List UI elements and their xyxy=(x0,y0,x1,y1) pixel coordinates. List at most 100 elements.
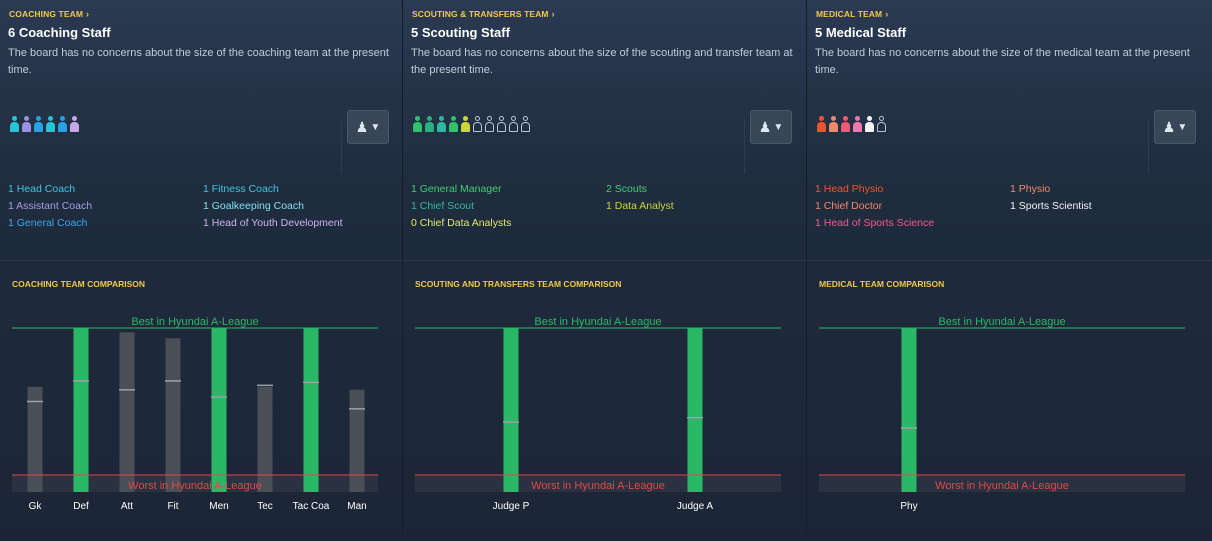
board-comment: The board has no concerns about the size… xyxy=(815,47,1190,76)
comparison-title: COACHING TEAM COMPARISON xyxy=(12,279,146,289)
comparison-chart: Phy Best in Hyundai A-League Worst in Hyun… xyxy=(819,312,1185,517)
panel-title: 5 Scouting Staff xyxy=(411,25,510,40)
bar-men xyxy=(211,328,227,492)
person-icon xyxy=(829,116,838,134)
x-tick-label: Judge A xyxy=(677,501,713,512)
medical-panel: MEDICAL TEAM › 5 Medical Staff The board … xyxy=(807,0,1212,533)
person-icon xyxy=(461,116,470,134)
staff-role-count[interactable]: 1 General Coach xyxy=(8,217,88,229)
person-icon xyxy=(449,116,458,134)
divider xyxy=(0,260,402,261)
bar-gk xyxy=(27,386,43,492)
x-tick-label: Man xyxy=(347,501,366,512)
staff-people-icons xyxy=(413,116,530,134)
panel-title: 5 Medical Staff xyxy=(815,25,907,40)
add-staff-button[interactable]: ♟ ▼ xyxy=(750,110,792,144)
coaching-panel: COACHING TEAM › 6 Coaching Staff The boar… xyxy=(0,0,403,533)
bar-judge-p xyxy=(503,328,519,492)
chevron-down-icon: ▼ xyxy=(773,121,784,133)
chevron-right-icon: › xyxy=(86,9,90,19)
chevron-down-icon: ▼ xyxy=(370,121,381,133)
comparison-bars: Judge P Judge A Best in Hyundai A-League Wo… xyxy=(415,316,781,512)
staff-role-count[interactable]: 1 Goalkeeping Coach xyxy=(203,200,304,212)
add-staff-button[interactable]: ♟ ▼ xyxy=(347,110,389,144)
person-icon xyxy=(34,116,43,134)
section-link-label: MEDICAL TEAM xyxy=(816,9,883,19)
staff-role-count[interactable]: 1 Head Physio xyxy=(815,183,884,195)
bar-tec xyxy=(257,386,273,492)
person-icon xyxy=(413,116,422,134)
add-person-icon: ♟ xyxy=(758,118,772,135)
comparison-title: MEDICAL TEAM COMPARISON xyxy=(819,279,945,289)
staff-people-icons xyxy=(817,116,886,134)
bar-fit xyxy=(165,338,181,492)
divider xyxy=(403,260,806,261)
person-icon xyxy=(10,116,19,134)
staff-role-count[interactable]: 1 Head of Sports Science xyxy=(815,217,935,229)
comparison-bars: Gk Def Att Fit Men Tec Tac Coa Man Best in Hyund… xyxy=(12,316,378,512)
staff-role-count[interactable]: 1 Chief Doctor xyxy=(815,200,883,212)
worst-label: Worst in Hyundai A-League xyxy=(531,480,665,492)
section-link-label: SCOUTING & TRANSFERS TEAM xyxy=(412,9,549,19)
staff-role-count[interactable]: 1 Chief Scout xyxy=(411,200,475,212)
comparison-chart: Judge P Judge A Best in Hyundai A-League Wo… xyxy=(415,312,781,517)
person-icon xyxy=(521,116,530,134)
bar-def xyxy=(73,328,89,492)
person-icon xyxy=(46,116,55,134)
section-link-label: COACHING TEAM xyxy=(9,9,84,19)
medical-team-link[interactable]: MEDICAL TEAM › xyxy=(816,9,888,19)
bar-phy xyxy=(901,328,917,492)
staff-role-count[interactable]: 1 Sports Scientist xyxy=(1010,200,1092,212)
person-icon xyxy=(497,116,506,134)
bar-tac-coa xyxy=(303,328,319,492)
staff-role-count[interactable]: 2 Scouts xyxy=(606,183,647,195)
chevron-right-icon: › xyxy=(885,9,889,19)
person-icon xyxy=(509,116,518,134)
add-person-icon: ♟ xyxy=(355,118,369,135)
person-icon xyxy=(841,116,850,134)
person-icon xyxy=(473,116,482,134)
x-tick-label: Tec xyxy=(257,501,273,512)
staff-role-count[interactable]: 1 Head of Youth Development xyxy=(203,217,343,229)
staff-role-count[interactable]: 1 General Manager xyxy=(411,183,502,195)
person-icon xyxy=(877,116,886,134)
x-tick-label: Def xyxy=(73,501,89,512)
divider xyxy=(744,118,745,174)
x-tick-label: Men xyxy=(209,501,228,512)
bar-judge-a xyxy=(687,328,703,492)
bar-man xyxy=(349,389,365,492)
divider xyxy=(341,118,342,174)
staff-role-count[interactable]: 1 Head Coach xyxy=(8,183,76,195)
chevron-down-icon: ▼ xyxy=(1177,121,1188,133)
staff-role-count[interactable]: 1 Physio xyxy=(1010,183,1051,195)
person-icon xyxy=(865,116,874,134)
comparison-chart: Gk Def Att Fit Men Tec Tac Coa Man Best in Hyund… xyxy=(12,312,378,517)
bar-att xyxy=(119,332,135,492)
person-icon xyxy=(853,116,862,134)
comparison-title: SCOUTING AND TRANSFERS TEAM COMPARISON xyxy=(415,279,622,289)
scouting-panel: SCOUTING & TRANSFERS TEAM › 5 Scouting St… xyxy=(403,0,807,533)
board-comment: The board has no concerns about the size… xyxy=(411,47,793,76)
board-comment: The board has no concerns about the size… xyxy=(8,47,389,76)
chevron-right-icon: › xyxy=(551,9,555,19)
person-icon xyxy=(485,116,494,134)
x-tick-label: Judge P xyxy=(493,501,530,512)
staff-role-count[interactable]: 1 Assistant Coach xyxy=(8,200,93,212)
staff-role-count[interactable]: 1 Data Analyst xyxy=(606,200,674,212)
best-label: Best in Hyundai A-League xyxy=(938,316,1065,328)
person-icon xyxy=(437,116,446,134)
staff-role-count[interactable]: 1 Fitness Coach xyxy=(203,183,279,195)
x-tick-label: Fit xyxy=(167,501,178,512)
scouting-team-link[interactable]: SCOUTING & TRANSFERS TEAM › xyxy=(412,9,555,19)
x-tick-label: Tac Coa xyxy=(293,501,330,512)
person-icon xyxy=(58,116,67,134)
add-staff-button[interactable]: ♟ ▼ xyxy=(1154,110,1196,144)
divider xyxy=(1148,118,1149,174)
person-icon xyxy=(70,116,79,134)
divider xyxy=(807,260,1212,261)
staff-people-icons xyxy=(10,116,79,134)
best-label: Best in Hyundai A-League xyxy=(131,316,258,328)
coaching-team-link[interactable]: COACHING TEAM › xyxy=(9,9,89,19)
staff-role-count[interactable]: 0 Chief Data Analysts xyxy=(411,217,512,229)
